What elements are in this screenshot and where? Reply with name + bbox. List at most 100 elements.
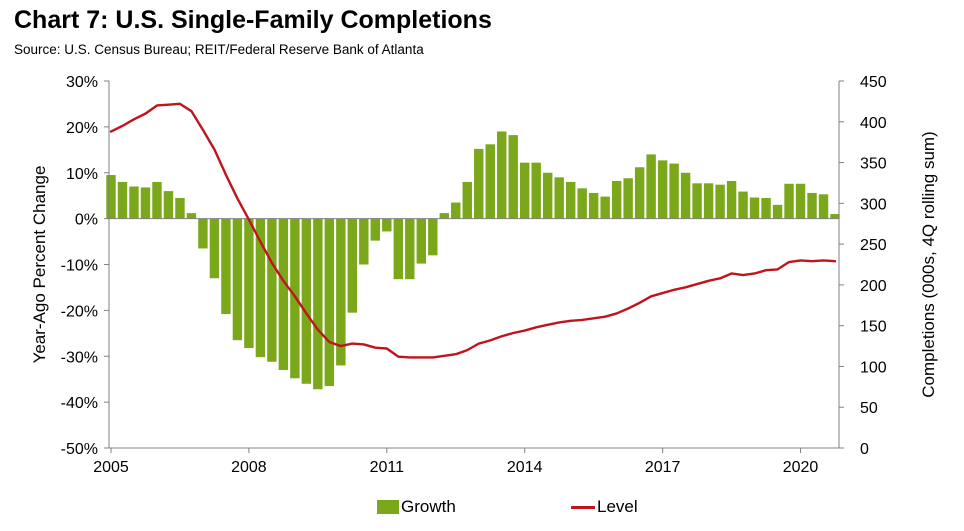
legend-item-growth: Growth: [377, 497, 456, 517]
growth-bar: [152, 181, 162, 219]
growth-bar: [370, 218, 381, 241]
growth-bar: [416, 218, 426, 264]
growth-bar: [474, 148, 484, 219]
growth-bar: [439, 213, 449, 219]
growth-bar: [382, 218, 392, 232]
growth-bar: [106, 175, 116, 219]
growth-bar: [703, 183, 714, 219]
x-tick-label: 2017: [645, 459, 681, 476]
x-tick-label: 2008: [231, 459, 267, 476]
growth-bar: [634, 167, 645, 219]
growth-bar: [749, 197, 760, 219]
y2-axis-title: Completions (000s, 4Q rolling sum): [919, 131, 938, 397]
growth-bar: [267, 218, 277, 362]
growth-bar: [485, 144, 495, 219]
y-tick-label: -30%: [61, 349, 98, 366]
growth-bar: [772, 204, 783, 219]
growth-bar: [405, 218, 415, 280]
growth-bar: [761, 197, 771, 219]
legend-swatch-level: [571, 505, 595, 509]
axes: [104, 80, 844, 453]
y2-tick-label: 250: [860, 237, 887, 254]
growth-bar: [657, 160, 668, 219]
legend-item-level: Level: [571, 497, 638, 517]
y2-tick-label: 350: [860, 156, 887, 173]
growth-bar: [255, 218, 266, 358]
growth-bar: [830, 214, 840, 219]
growth-bar: [669, 163, 679, 219]
y-tick-label: -10%: [61, 258, 98, 275]
growth-bar: [738, 191, 748, 219]
growth-bar: [692, 183, 702, 219]
growth-bars: [106, 131, 840, 390]
y-tick-label: -40%: [61, 395, 98, 412]
legend-label-level: Level: [597, 497, 638, 516]
legend: Growth Level: [0, 497, 964, 521]
growth-bar: [531, 162, 541, 219]
growth-bar: [577, 188, 587, 219]
growth-bar: [795, 183, 806, 219]
chart-source: Source: U.S. Census Bureau; REIT/Federal…: [14, 42, 424, 57]
growth-bar: [117, 181, 128, 219]
y-tick-label: -20%: [61, 303, 98, 320]
growth-bar: [451, 202, 461, 219]
y2-tick-label: 0: [860, 441, 869, 458]
y2-tick-label: 150: [860, 319, 887, 336]
growth-bar: [784, 183, 794, 219]
y-tick-label: 10%: [66, 166, 98, 183]
growth-bar: [588, 192, 599, 219]
growth-bar: [324, 218, 335, 387]
growth-bar: [462, 181, 472, 219]
growth-bar: [186, 213, 197, 219]
y2-tick-label: 50: [860, 400, 878, 417]
growth-bar: [198, 218, 208, 249]
level-line-layer: [109, 102, 837, 359]
growth-bar: [140, 187, 151, 219]
y-tick-label: 30%: [66, 74, 98, 91]
growth-bar: [278, 218, 289, 371]
growth-bar: [508, 135, 518, 219]
growth-bar: [129, 186, 139, 219]
growth-bar: [611, 181, 622, 219]
growth-bar: [393, 218, 404, 280]
level-line: [109, 102, 837, 359]
growth-bar: [726, 181, 737, 219]
y-axis-title: Year-Ago Percent Change: [30, 166, 49, 364]
growth-bar: [301, 218, 312, 384]
growth-bar: [807, 192, 817, 219]
growth-bar: [347, 218, 358, 313]
x-tick-label: 2020: [783, 459, 819, 476]
y-tick-label: 0%: [75, 212, 98, 229]
growth-bar: [163, 191, 174, 219]
growth-bar: [244, 218, 254, 348]
y2-tick-label: 300: [860, 196, 887, 213]
growth-bar: [600, 196, 610, 219]
growth-bar: [623, 178, 633, 219]
y2-tick-label: 400: [860, 115, 887, 132]
chart-title: Chart 7: U.S. Single-Family Completions: [14, 6, 492, 34]
growth-bar: [336, 218, 346, 366]
x-tick-label: 2011: [370, 459, 405, 476]
x-tick-label: 2005: [93, 459, 129, 476]
growth-bar: [554, 177, 564, 219]
y2-tick-label: 200: [860, 278, 887, 295]
growth-bar: [680, 172, 691, 219]
growth-bar: [520, 162, 530, 219]
growth-bar: [221, 218, 231, 315]
growth-bar: [542, 172, 553, 219]
y-tick-label: -50%: [61, 441, 98, 458]
growth-bar: [175, 197, 185, 219]
growth-bar: [715, 184, 725, 219]
growth-bar: [359, 218, 369, 265]
legend-swatch-growth: [377, 500, 399, 514]
growth-bar: [209, 218, 220, 279]
growth-bar: [565, 181, 576, 219]
y2-tick-label: 450: [860, 74, 887, 91]
growth-bar: [313, 218, 323, 390]
axis-labels: 30% 20% 10% 0% -10% -20% -30% -40% -50% 450 400 350…: [30, 74, 938, 476]
legend-label-growth: Growth: [401, 497, 456, 516]
y-tick-label: 20%: [66, 120, 98, 137]
y2-tick-label: 100: [860, 359, 887, 376]
growth-bar: [232, 218, 243, 341]
